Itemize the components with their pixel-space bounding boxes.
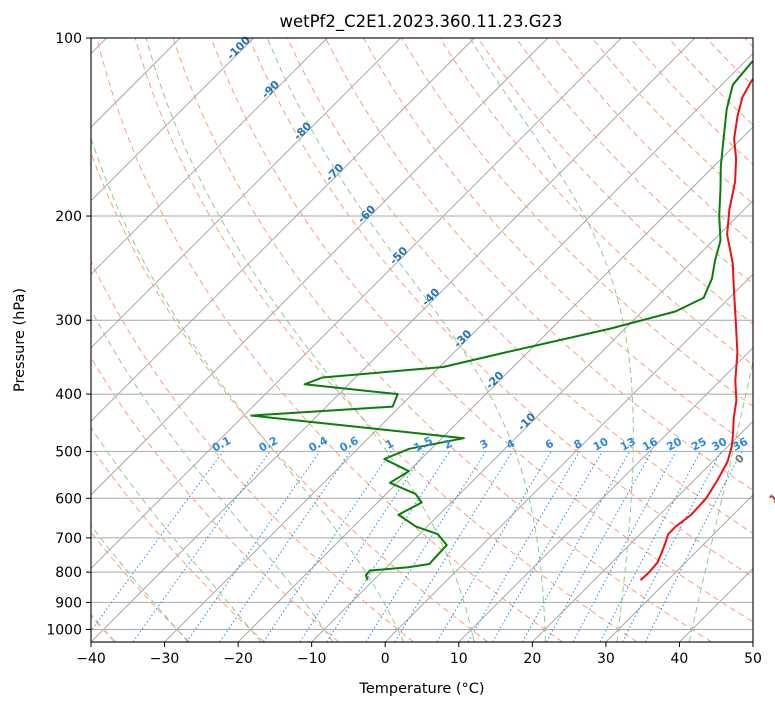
x-tick-label: −40 bbox=[76, 651, 106, 667]
moist-adiabat bbox=[688, 359, 753, 642]
dry-adiabat bbox=[91, 260, 414, 642]
y-tick-label: 500 bbox=[55, 444, 82, 460]
y-tick-label: 900 bbox=[55, 595, 82, 611]
isotherm bbox=[384, 273, 753, 642]
mixing-ratio-line bbox=[186, 451, 321, 642]
dry-adiabat bbox=[363, 38, 753, 449]
mixing-ratio-label: 10 bbox=[591, 435, 611, 454]
mixing-ratio-label: 16 bbox=[640, 435, 660, 454]
mixing-ratio-label: 36 bbox=[730, 435, 750, 454]
dry-adiabat bbox=[96, 38, 563, 642]
dry-adiabat bbox=[286, 38, 753, 535]
mixing-ratio-line bbox=[326, 451, 451, 642]
isotherm bbox=[91, 38, 255, 202]
mixing-ratio-label: 30 bbox=[710, 435, 730, 454]
x-tick-label: −10 bbox=[297, 651, 327, 667]
dry-adiabat bbox=[629, 38, 753, 166]
moist-adiabat bbox=[91, 136, 405, 642]
mixing-ratio-label: 25 bbox=[689, 435, 709, 454]
mixing-ratio-line bbox=[91, 451, 224, 632]
dry-adiabat bbox=[91, 445, 265, 642]
isotherm bbox=[531, 420, 753, 642]
y-axis: 100 200 300 400 500 600 700 800 900 1000 bbox=[46, 31, 91, 638]
mixing-ratio-line bbox=[132, 451, 271, 642]
mixing-ratio-line bbox=[263, 451, 392, 642]
mixing-ratio-line bbox=[299, 451, 426, 642]
isotherm bbox=[164, 52, 753, 642]
x-tick-label: 20 bbox=[523, 651, 541, 667]
y-tick-label: 1000 bbox=[46, 622, 82, 638]
y-tick-label: 400 bbox=[55, 387, 82, 403]
mixing-ratio-line bbox=[394, 451, 513, 642]
moist-adiabat bbox=[91, 308, 334, 642]
mixing-ratio-label: 13 bbox=[618, 435, 638, 454]
isotherm bbox=[91, 38, 696, 642]
y-tick-label: 800 bbox=[55, 565, 82, 581]
dry-adiabat bbox=[591, 38, 753, 205]
x-tick-label: −20 bbox=[223, 651, 253, 667]
dry-adiabat bbox=[210, 38, 753, 623]
y-tick-label: 200 bbox=[55, 209, 82, 225]
moist-adiabat bbox=[91, 524, 189, 642]
y-tick-label: 100 bbox=[55, 31, 82, 47]
x-tick-label: 10 bbox=[450, 651, 468, 667]
isotherm bbox=[237, 126, 753, 642]
dry-adiabat bbox=[401, 38, 753, 407]
dry-adiabat bbox=[172, 38, 713, 642]
y-tick-label: 300 bbox=[55, 313, 82, 329]
dry-adiabat-label: 10 bbox=[767, 486, 775, 506]
y-tick-label: 700 bbox=[55, 531, 82, 547]
mixing-ratio-line bbox=[644, 451, 743, 642]
isotherm bbox=[605, 494, 753, 642]
y-tick-label: 600 bbox=[55, 491, 82, 507]
isotherm bbox=[91, 38, 328, 275]
mixing-ratio-label: 20 bbox=[664, 435, 684, 454]
isotherm bbox=[91, 38, 622, 570]
mixing-ratio-line bbox=[522, 451, 631, 642]
x-axis: −40 −30 −20 −10 0 10 20 30 40 50 bbox=[76, 642, 762, 667]
isotherm bbox=[91, 38, 475, 423]
x-tick-label: 50 bbox=[744, 651, 762, 667]
dry-adiabat bbox=[477, 38, 753, 325]
x-tick-label: −30 bbox=[150, 651, 180, 667]
chart-title: wetPf2_C2E1.2023.360.11.23.G23 bbox=[279, 12, 562, 32]
background-lines bbox=[91, 38, 753, 642]
dry-adiabat bbox=[134, 38, 638, 642]
temperature-profile bbox=[639, 77, 753, 581]
mixing-ratio-line bbox=[546, 451, 653, 642]
plot-area bbox=[91, 38, 753, 642]
y-axis-title: Pressure (hPa) bbox=[12, 288, 28, 392]
isotherm bbox=[91, 38, 402, 349]
x-axis-title: Temperature (°C) bbox=[358, 681, 484, 697]
moist-adiabat bbox=[266, 38, 546, 642]
moist-adiabat bbox=[91, 426, 262, 642]
isotherm bbox=[91, 38, 549, 496]
moist-adiabat bbox=[145, 38, 475, 642]
dewpoint-profile bbox=[250, 59, 753, 581]
mixing-ratio-line bbox=[572, 451, 677, 642]
plot-frame bbox=[90, 37, 754, 643]
dry-adiabat bbox=[248, 38, 753, 578]
x-tick-label: 40 bbox=[671, 651, 689, 667]
x-tick-label: 30 bbox=[597, 651, 615, 667]
isotherm bbox=[458, 347, 753, 642]
mixing-ratio-line bbox=[219, 451, 352, 642]
profile-lines bbox=[250, 59, 753, 581]
dry-adiabat bbox=[515, 38, 753, 285]
x-tick-label: 0 bbox=[381, 651, 390, 667]
